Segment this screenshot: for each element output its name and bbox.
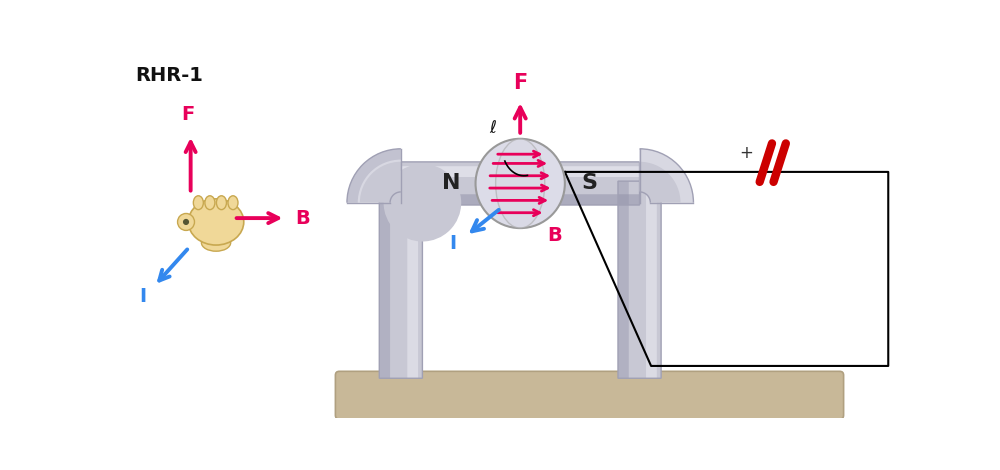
FancyBboxPatch shape	[618, 181, 629, 378]
FancyBboxPatch shape	[401, 166, 640, 177]
Circle shape	[384, 164, 461, 242]
Wedge shape	[347, 149, 401, 203]
Ellipse shape	[201, 234, 231, 251]
Text: I: I	[139, 287, 146, 306]
Wedge shape	[640, 149, 693, 203]
Ellipse shape	[228, 196, 238, 210]
Text: N: N	[442, 173, 460, 194]
Wedge shape	[347, 149, 401, 203]
FancyBboxPatch shape	[618, 181, 661, 378]
FancyBboxPatch shape	[335, 371, 844, 419]
Text: F: F	[181, 105, 194, 124]
Ellipse shape	[193, 196, 203, 210]
Ellipse shape	[205, 196, 215, 210]
FancyBboxPatch shape	[407, 181, 418, 378]
Wedge shape	[640, 149, 693, 203]
FancyBboxPatch shape	[646, 181, 657, 378]
Ellipse shape	[178, 213, 194, 230]
Wedge shape	[347, 149, 401, 203]
Text: F: F	[513, 72, 527, 93]
Ellipse shape	[496, 139, 545, 228]
Text: S: S	[582, 173, 598, 194]
Text: +: +	[739, 144, 753, 162]
FancyBboxPatch shape	[401, 162, 640, 205]
Text: $\ell$: $\ell$	[489, 119, 497, 137]
FancyBboxPatch shape	[379, 181, 390, 378]
Ellipse shape	[216, 196, 226, 210]
Ellipse shape	[476, 139, 565, 228]
FancyBboxPatch shape	[401, 194, 640, 205]
FancyBboxPatch shape	[379, 181, 422, 378]
Ellipse shape	[188, 199, 244, 245]
Text: B: B	[547, 227, 562, 245]
Circle shape	[183, 219, 189, 225]
Text: B: B	[295, 209, 310, 227]
Text: RHR-1: RHR-1	[135, 66, 203, 85]
Text: I: I	[449, 234, 456, 253]
